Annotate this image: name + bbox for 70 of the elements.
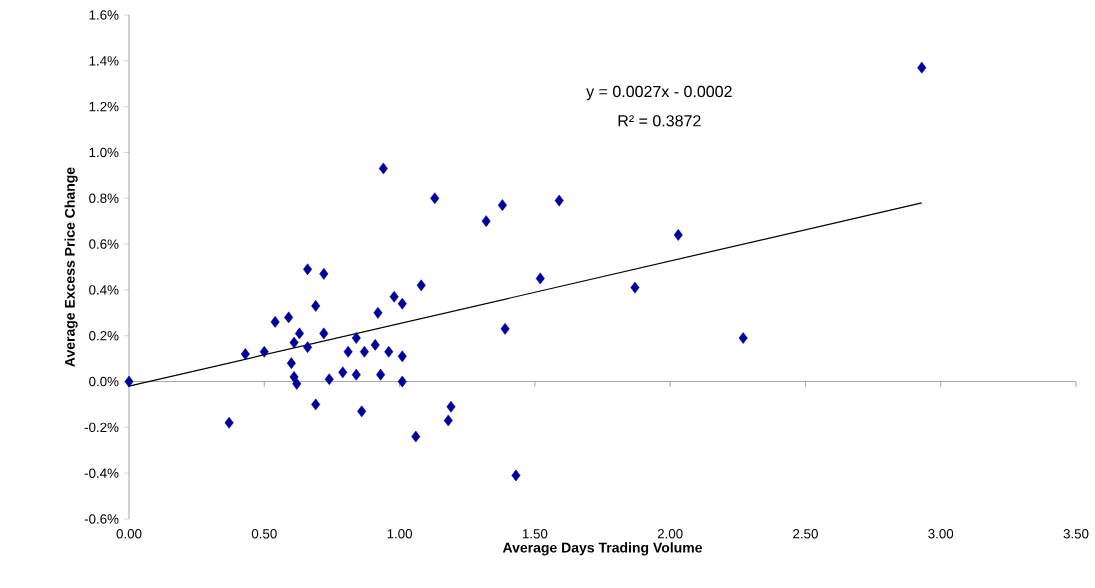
- point: [443, 414, 453, 427]
- annotation: R² = 0.3872: [618, 115, 701, 127]
- y-tick-label: 1.6%: [89, 10, 119, 20]
- annotation: y = 0.0027x - 0.0002: [586, 85, 732, 101]
- point: [373, 306, 383, 319]
- point: [319, 267, 329, 280]
- point: [389, 290, 399, 303]
- y-tick-label: 0.0%: [89, 376, 119, 387]
- point: [511, 469, 521, 482]
- point: [416, 279, 426, 292]
- x-tick-label: 2.50: [793, 529, 818, 539]
- point: [397, 297, 407, 310]
- point: [370, 339, 380, 351]
- point: [240, 348, 250, 360]
- y-tick-label: 1.2%: [89, 101, 119, 112]
- y-tick-label: 1.0%: [89, 147, 119, 158]
- point: [286, 357, 296, 370]
- point: [554, 194, 564, 207]
- point: [411, 430, 421, 443]
- point: [673, 229, 683, 241]
- point: [535, 272, 545, 285]
- x-axis-title: Average Days Trading Volume: [502, 542, 702, 556]
- point: [224, 416, 234, 429]
- point: [497, 199, 507, 212]
- point: [311, 398, 321, 411]
- y-tick-label: -0.4%: [84, 468, 119, 478]
- y-tick-label: -0.2%: [84, 422, 119, 433]
- point: [397, 350, 407, 363]
- point: [319, 327, 329, 340]
- point: [378, 162, 388, 175]
- point: [376, 368, 386, 381]
- point: [303, 341, 313, 354]
- y-axis-title: Average Excess Price Change: [64, 167, 78, 367]
- y-tick-label: -0.6%: [84, 514, 119, 524]
- point: [500, 322, 510, 335]
- point: [311, 300, 321, 312]
- point: [351, 368, 361, 381]
- point: [738, 332, 748, 344]
- x-tick-label: 1.50: [522, 529, 548, 539]
- point: [338, 366, 348, 379]
- point: [357, 405, 367, 418]
- point: [397, 375, 407, 388]
- point: [359, 345, 369, 358]
- y-tick-label: 0.2%: [89, 331, 119, 341]
- point: [284, 311, 294, 324]
- point: [343, 345, 353, 358]
- y-tick-label: 1.4%: [89, 56, 119, 66]
- point: [917, 61, 927, 74]
- point: [289, 336, 299, 349]
- y-tick-label: 0.6%: [89, 239, 119, 249]
- y-tick-label: 0.8%: [89, 193, 119, 203]
- x-tick-label: 0.00: [116, 529, 142, 539]
- point: [351, 332, 361, 344]
- point: [124, 375, 134, 388]
- point: [270, 316, 280, 328]
- point: [446, 400, 456, 413]
- x-tick-label: 3.50: [1063, 529, 1089, 539]
- x-tick-label: 2.00: [657, 529, 683, 539]
- point: [384, 345, 394, 358]
- y-tick-label: 0.4%: [89, 285, 119, 295]
- x-tick-label: 0.50: [251, 529, 277, 539]
- point: [303, 263, 313, 276]
- point: [630, 281, 640, 294]
- x-tick-label: 3.00: [928, 529, 954, 539]
- point: [324, 373, 334, 386]
- x-tick-label: 1.00: [387, 529, 413, 539]
- point: [481, 215, 491, 228]
- point: [292, 377, 302, 390]
- point: [259, 345, 269, 358]
- point: [430, 192, 440, 205]
